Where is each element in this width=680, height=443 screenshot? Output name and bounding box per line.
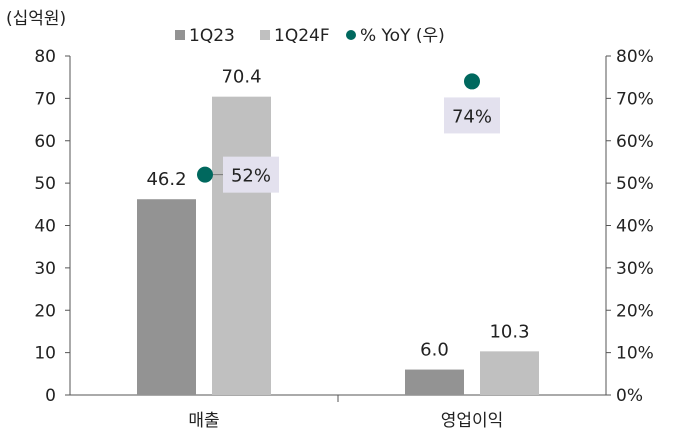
x-category-label: 영업이익 bbox=[441, 411, 504, 431]
y2-tick-label: 40% bbox=[616, 217, 654, 237]
y2-tick-label: 80% bbox=[616, 47, 654, 67]
y-tick-label: 50 bbox=[34, 174, 56, 194]
data-labels: 46.2 70.4 6.0 10.3 bbox=[146, 67, 529, 361]
bar-value-label: 6.0 bbox=[420, 340, 449, 361]
y-tick-label: 70 bbox=[34, 89, 56, 109]
yoy-callout-label: 52% bbox=[231, 166, 271, 187]
yoy-marker bbox=[197, 166, 213, 183]
bar-value-label: 46.2 bbox=[146, 169, 186, 190]
y2-tick-label: 20% bbox=[616, 301, 654, 321]
legend-swatch bbox=[260, 30, 270, 40]
y2-tick-label: 0% bbox=[616, 386, 643, 406]
legend-swatch bbox=[346, 30, 356, 40]
y-tick-label: 60 bbox=[34, 132, 56, 152]
bar-1q23 bbox=[405, 369, 464, 395]
y-tick-label: 20 bbox=[34, 301, 56, 321]
yoy-callout-label: 74% bbox=[452, 106, 492, 127]
x-category-label: 매출 bbox=[188, 411, 219, 431]
axes: 0 10 20 30 40 50 60 70 80 0% 10% 20% 30% 40% 50% 60% 70%… bbox=[34, 47, 653, 431]
yoy-callout-box bbox=[444, 97, 500, 134]
y2-tick-label: 30% bbox=[616, 259, 654, 279]
unit-label: (십억원) bbox=[6, 9, 66, 29]
yoy-callout-box bbox=[223, 156, 279, 193]
bars bbox=[137, 96, 539, 396]
legend-label: % YoY (우) bbox=[360, 26, 445, 46]
y2-tick-label: 10% bbox=[616, 344, 654, 364]
y2-tick-label: 50% bbox=[616, 174, 654, 194]
y-tick-label: 30 bbox=[34, 259, 56, 279]
bar-1q24f bbox=[480, 351, 539, 395]
bar-1q24f bbox=[212, 96, 271, 396]
y-tick-label: 80 bbox=[34, 47, 56, 67]
bar-value-label: 70.4 bbox=[221, 67, 261, 88]
y-tick-label: 10 bbox=[34, 344, 56, 364]
y2-tick-label: 60% bbox=[616, 132, 654, 152]
yoy-marker bbox=[464, 73, 480, 90]
y2-tick-label: 70% bbox=[616, 89, 654, 109]
yoy-markers: 52% 74% bbox=[197, 73, 500, 193]
bar-value-label: 10.3 bbox=[489, 321, 529, 342]
legend: 1Q23 1Q24F % YoY (우) bbox=[175, 26, 445, 46]
y-tick-label: 0 bbox=[45, 386, 56, 406]
legend-label: 1Q24F bbox=[274, 26, 330, 46]
legend-label: 1Q23 bbox=[189, 26, 235, 46]
bar-1q23 bbox=[137, 199, 196, 395]
legend-swatch bbox=[175, 30, 185, 40]
y-tick-label: 40 bbox=[34, 217, 56, 237]
